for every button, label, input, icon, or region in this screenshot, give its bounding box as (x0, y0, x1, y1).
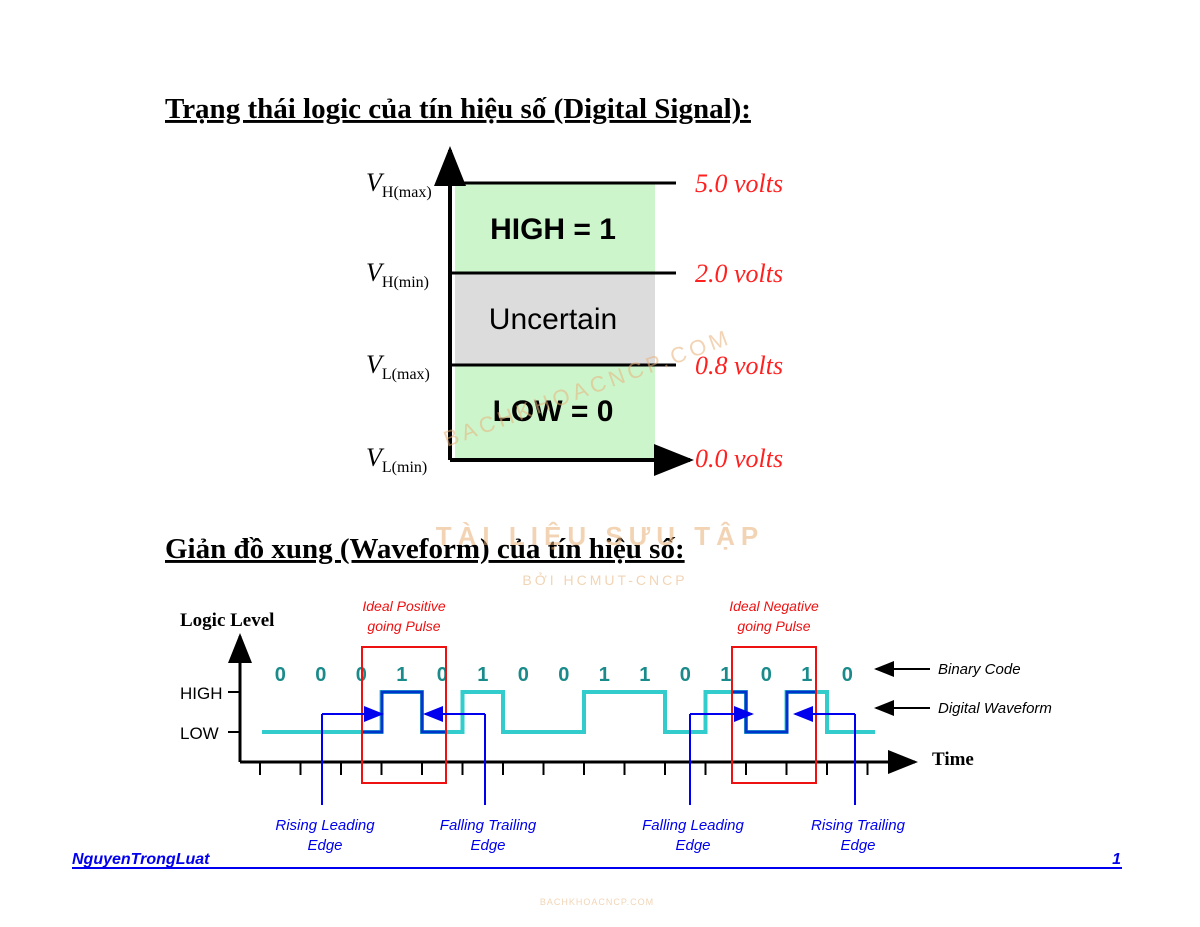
region-label: Uncertain (489, 303, 617, 336)
page-number: 1 (1112, 851, 1121, 868)
edge-label: Rising Leading (275, 817, 375, 834)
edge-label: Edge (840, 837, 875, 854)
pulse-label: going Pulse (367, 618, 440, 634)
bit: 1 (599, 664, 610, 686)
region-label: LOW = 0 (493, 395, 614, 428)
edge-label: Rising Trailing (811, 817, 906, 834)
pulse-label: going Pulse (737, 618, 810, 634)
bit: 0 (518, 664, 529, 686)
edge-label: Edge (675, 837, 710, 854)
level-symbol: VL(max) (366, 350, 430, 383)
edge-label: Falling Trailing (440, 817, 537, 834)
bit: 1 (477, 664, 488, 686)
voltage-label: 5.0 volts (695, 169, 783, 198)
bit: 0 (275, 664, 286, 686)
region-label: HIGH = 1 (490, 213, 616, 246)
level-symbol: VH(max) (366, 168, 432, 201)
section-title: Trạng thái logic của tín hiệu số (Digita… (165, 93, 751, 125)
voltage-label: 2.0 volts (695, 259, 783, 288)
high-region (455, 183, 655, 273)
bit: 0 (761, 664, 772, 686)
bit: 1 (720, 664, 731, 686)
bit: 0 (315, 664, 326, 686)
subscript: H(max) (382, 184, 432, 201)
bit: 0 (558, 664, 569, 686)
bit: 1 (396, 664, 407, 686)
low-label: LOW (180, 724, 219, 743)
subscript: H(min) (382, 274, 429, 291)
uncertain-region (455, 273, 655, 365)
level-symbol: VL(min) (366, 443, 427, 476)
pulse-highlight (732, 690, 816, 734)
voltage-label: 0.8 volts (695, 351, 783, 380)
watermark: BỞI HCMUT-CNCP (522, 571, 687, 588)
legend-label: Digital Waveform (938, 700, 1052, 717)
x-axis-label: Time (932, 749, 974, 770)
watermark: TÀI LIỆU SƯU TẬP (436, 521, 764, 551)
symbol: V (366, 443, 385, 472)
symbol: V (366, 350, 385, 379)
bit: 0 (680, 664, 691, 686)
section-title: Giản đồ xung (Waveform) của tín hiệu số: (165, 533, 685, 565)
subscript: L(min) (382, 459, 427, 476)
pulse-label: Ideal Positive (362, 598, 445, 614)
voltage-label: 0.0 volts (695, 444, 783, 473)
edge-label: Edge (470, 837, 505, 854)
pulse-highlight (362, 690, 446, 734)
symbol: V (366, 258, 385, 287)
low-region (455, 365, 655, 458)
pulse-label: Ideal Negative (729, 598, 819, 614)
edge-label: Falling Leading (642, 817, 744, 834)
legend-label: Binary Code (938, 661, 1021, 678)
bit: 0 (842, 664, 853, 686)
subscript: L(max) (382, 366, 430, 383)
symbol: V (366, 168, 385, 197)
high-label: HIGH (180, 684, 223, 703)
edge-label: Edge (307, 837, 342, 854)
bit: 0 (437, 664, 448, 686)
level-symbol: VH(min) (366, 258, 429, 291)
bit: 1 (801, 664, 812, 686)
bit: 1 (639, 664, 650, 686)
y-axis-label: Logic Level (180, 610, 274, 631)
footer-author: NguyenTrongLuat (72, 851, 210, 868)
digital-waveform (262, 690, 875, 734)
watermark: BACHKHOACNCP.COM (540, 897, 654, 907)
